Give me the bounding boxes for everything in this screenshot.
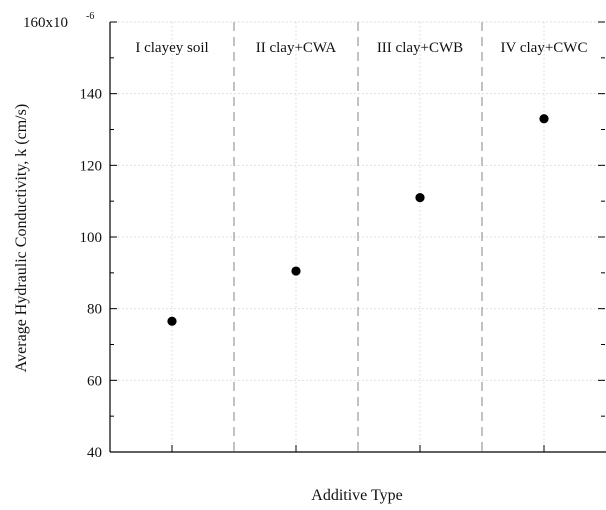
y-tick-label: 140 bbox=[80, 87, 103, 103]
category-label: II clay+CWA bbox=[256, 40, 337, 56]
data-point bbox=[415, 192, 425, 203]
data-point bbox=[167, 316, 177, 326]
y-tick-label: 40 bbox=[87, 445, 102, 461]
category-label: I clayey soil bbox=[135, 40, 208, 56]
y-tick-label: 100 bbox=[80, 230, 103, 246]
data-points bbox=[167, 114, 549, 326]
y-tick-label: 60 bbox=[87, 373, 102, 389]
category-labels: I clayey soil II clay+CWA III clay+CWB IV c… bbox=[135, 40, 587, 56]
y-tick-label: 80 bbox=[87, 302, 102, 318]
data-point bbox=[291, 266, 301, 276]
category-label: IV clay+CWC bbox=[501, 40, 588, 56]
category-label: III clay+CWB bbox=[377, 40, 463, 56]
y-axis-label: Average Hydraulic Conductivity, k (cm/s) bbox=[13, 104, 30, 372]
tick-marks bbox=[110, 21, 605, 453]
tick-labels: 40 60 80 100 120 140 160x10 -6 bbox=[23, 11, 102, 461]
category-separators bbox=[233, 22, 483, 452]
y-top-tick-label: 160x10 bbox=[23, 15, 68, 31]
y-top-tick-exponent: -6 bbox=[86, 11, 94, 22]
y-tick-label: 120 bbox=[80, 158, 103, 174]
x-axis-label: Additive Type bbox=[311, 487, 402, 504]
data-point bbox=[539, 114, 549, 124]
